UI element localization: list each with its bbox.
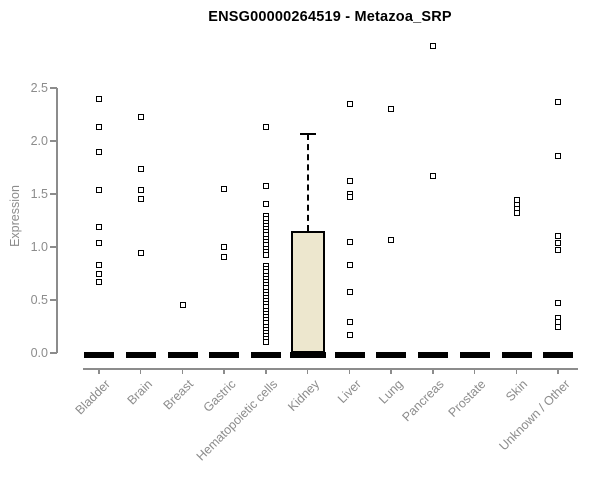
outlier-point [96, 262, 102, 269]
outlier-point [555, 233, 562, 240]
box [290, 231, 325, 353]
outlier-point [513, 210, 520, 217]
y-tick-label: 1.5 [30, 187, 48, 201]
x-axis-tick [98, 368, 100, 374]
x-tick-label: Pancreas [399, 377, 448, 425]
y-axis-tick [50, 193, 57, 195]
x-axis-tick [139, 368, 142, 374]
flat-box [334, 352, 365, 358]
outlier-point [263, 252, 270, 259]
flat-box [251, 352, 282, 358]
y-axis-tick [50, 352, 57, 354]
x-axis-tick [306, 368, 309, 374]
chart-title: ENSG00000264519 - Metazoa_SRP [208, 9, 452, 25]
y-tick-label: 0.5 [30, 293, 48, 307]
outlier-point [555, 300, 562, 307]
x-axis-tick [557, 368, 559, 374]
y-axis-tick [50, 140, 57, 142]
flat-box [125, 352, 156, 358]
outlier-point [137, 196, 144, 203]
flat-box [501, 352, 532, 358]
x-axis-tick [348, 368, 351, 374]
x-axis-tick [515, 368, 518, 374]
outlier-point [263, 124, 270, 131]
y-tick-label: 1.0 [30, 240, 48, 254]
y-axis-tick [50, 246, 57, 248]
outlier-point [179, 302, 186, 309]
outlier-point [263, 182, 270, 189]
outlier-point [555, 152, 562, 159]
x-tick-label: Skin [503, 377, 531, 405]
x-axis-tick [390, 368, 392, 374]
outlier-point [555, 239, 562, 246]
x-tick-label: Lung [375, 377, 406, 407]
outlier-point [96, 148, 102, 155]
outlier-point [96, 278, 102, 285]
outlier-point [221, 244, 228, 250]
outlier-point [346, 319, 353, 326]
flat-box [543, 352, 574, 358]
x-tick-label: Hematopoietic cells [193, 377, 280, 464]
x-tick-label: Bladder [72, 377, 113, 418]
x-tick-label: Breast [160, 377, 197, 413]
whisker [306, 133, 309, 232]
x-axis-line [83, 368, 579, 370]
outlier-point [346, 288, 353, 295]
x-axis-tick [223, 368, 225, 374]
x-tick-label: Brain [124, 377, 155, 408]
y-axis-line [56, 88, 58, 353]
outlier-point [137, 186, 144, 193]
outlier-point [96, 186, 102, 193]
flat-box [167, 352, 198, 358]
x-axis-tick [473, 368, 476, 374]
y-tick-label: 0.0 [30, 346, 48, 360]
whisker-cap [299, 132, 316, 136]
x-axis-tick [432, 368, 434, 374]
outlier-point [137, 165, 144, 172]
x-tick-label: Kidney [284, 377, 322, 414]
outlier-point [346, 331, 353, 338]
outlier-point [96, 270, 102, 277]
outlier-point [346, 262, 353, 269]
outlier-point [137, 250, 144, 257]
outlier-point [555, 247, 562, 254]
outlier-point [346, 100, 353, 107]
y-tick-label: 2.5 [30, 81, 48, 95]
median-line [289, 352, 326, 358]
outlier-point [388, 236, 395, 243]
y-axis-tick [50, 87, 57, 89]
outlier-point [221, 185, 228, 192]
flat-box [209, 352, 240, 358]
flat-box [376, 352, 407, 358]
x-tick-label: Prostate [446, 377, 489, 420]
outlier-point [346, 194, 353, 201]
x-axis-tick [265, 368, 267, 374]
outlier-point [388, 106, 395, 113]
flat-box [459, 352, 490, 358]
x-tick-label: Liver [334, 377, 364, 407]
outlier-point [555, 98, 562, 105]
outlier-point [555, 323, 562, 330]
outlier-point [346, 238, 353, 245]
y-tick-label: 2.0 [30, 134, 48, 148]
x-axis-tick [181, 368, 184, 374]
outlier-point [96, 223, 102, 230]
outlier-point [263, 200, 270, 207]
flat-box [418, 352, 449, 358]
outlier-point [137, 113, 144, 120]
y-axis-tick [50, 299, 57, 301]
outlier-point [221, 253, 228, 260]
outlier-point [96, 124, 102, 131]
outlier-point [96, 239, 102, 246]
outlier-point [430, 42, 437, 49]
flat-box [84, 352, 114, 358]
outlier-point [346, 178, 353, 185]
x-tick-label: Gastric [200, 377, 239, 415]
outlier-point [430, 172, 437, 179]
outlier-point [96, 95, 102, 102]
outlier-point [263, 339, 270, 346]
